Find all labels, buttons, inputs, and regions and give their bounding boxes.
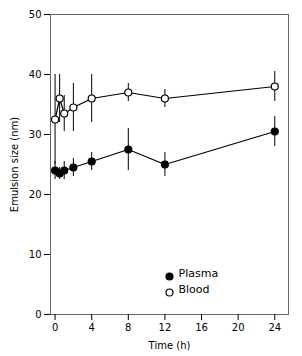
svg-text:30: 30 — [29, 129, 42, 140]
svg-text:4: 4 — [89, 322, 95, 333]
svg-text:8: 8 — [125, 322, 131, 333]
svg-text:20: 20 — [29, 189, 42, 200]
svg-text:0: 0 — [52, 322, 58, 333]
svg-text:40: 40 — [29, 69, 42, 80]
svg-text:24: 24 — [268, 322, 281, 333]
svg-text:Plasma: Plasma — [179, 267, 219, 280]
svg-text:10: 10 — [29, 249, 42, 260]
svg-text:0: 0 — [35, 309, 41, 320]
svg-text:12: 12 — [159, 322, 172, 333]
svg-text:Blood: Blood — [179, 283, 210, 296]
svg-text:16: 16 — [195, 322, 208, 333]
svg-text:Emulsion size (nm): Emulsion size (nm) — [9, 117, 20, 212]
svg-text:20: 20 — [232, 322, 245, 333]
svg-text:Time (h): Time (h) — [148, 340, 191, 351]
svg-text:50: 50 — [29, 9, 42, 20]
